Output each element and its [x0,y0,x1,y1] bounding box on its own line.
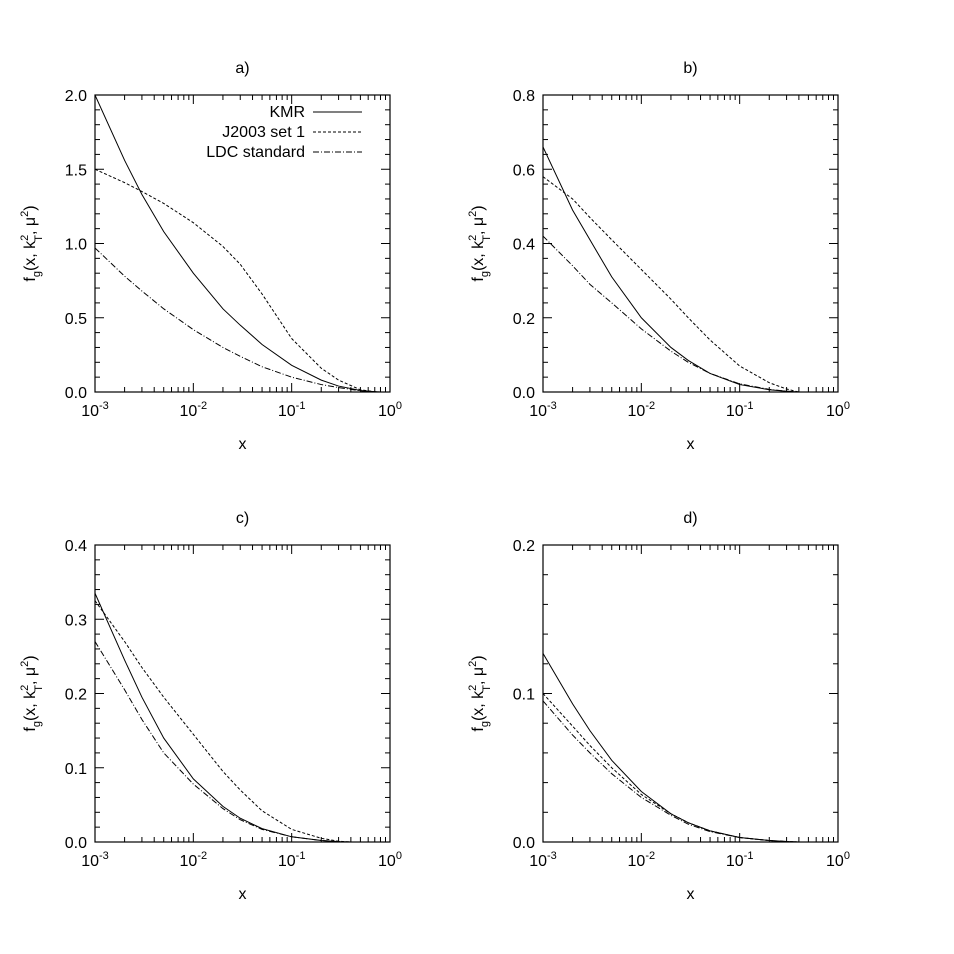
panel-title: a) [235,60,249,77]
y-tick-label: 0.4 [513,237,535,254]
x-tick-label: 10-2 [628,400,656,420]
panel-title: b) [683,60,697,77]
x-tick-label: 100 [826,400,850,420]
chart-panel-c: c) 0.0 0.1 0.2 0.3 0.4 10-3 10-2 10-1 100 x fg(x, k… [19,510,402,903]
x-tick-label: 10-1 [726,850,754,870]
x-tick-label: 10-1 [278,400,306,420]
plot-frame [542,94,839,393]
series-line-j2003-set-1 [95,600,351,842]
series-line-ldc-standard [95,247,381,392]
y-tick-label: 0.5 [65,311,87,328]
y-axis-label: fg(x, k2 T, μ2) [19,205,45,281]
series-line-kmr [95,593,351,842]
x-tick-label: 100 [378,850,402,870]
panel-title: c) [236,510,249,527]
series-line-ldc-standard [543,235,799,392]
x-tick-label: 10-2 [180,400,208,420]
series-line-j2003-set-1 [543,176,799,392]
panel-title: d) [683,510,697,527]
x-tick-label: 10-3 [81,400,109,420]
plot-frame [94,544,391,843]
chart-panel-a: a) 0.0 0.5 1.0 1.5 2.0 10-3 10-2 10-1 100 x fg(x, k… [19,60,402,453]
y-tick-label: 0.0 [65,835,87,852]
y-tick-label: 0.2 [513,538,535,555]
y-tick-label: 0.8 [513,88,535,105]
x-tick-label: 10-1 [726,400,754,420]
x-tick-label: 100 [826,850,850,870]
chart-panel-d: d) 0.0 0.1 0.2 10-3 10-2 10-1 100 x fg(x, k2 T, μ2… [467,510,850,903]
y-tick-label: 0.6 [513,162,535,179]
x-axis-label: x [239,886,247,903]
series-line-j2003-set-1 [543,693,799,842]
y-tick-label: 1.5 [65,162,87,179]
series-line-kmr [543,146,799,392]
y-tick-label: 0.4 [65,538,87,555]
y-tick-label: 0.0 [513,835,535,852]
x-axis-label: x [687,886,695,903]
x-tick-label: 100 [378,400,402,420]
y-tick-label: 0.2 [65,687,87,704]
x-tick-label: 10-3 [529,850,557,870]
x-tick-label: 10-2 [628,850,656,870]
y-axis-label: fg(x, k2 T, μ2) [19,655,45,731]
series-line-kmr [95,95,381,392]
series-line-ldc-standard [543,700,799,842]
legend-label: KMR [269,104,305,121]
y-axis-label: fg(x, k2 T, μ2) [467,655,493,731]
y-tick-label: 0.3 [65,612,87,629]
x-tick-label: 10-3 [81,850,109,870]
x-axis-label: x [687,436,695,453]
series-line-j2003-set-1 [95,168,381,392]
legend-label: J2003 set 1 [222,124,305,141]
y-tick-label: 0.0 [513,385,535,402]
x-tick-label: 10-1 [278,850,306,870]
y-tick-label: 0.2 [513,311,535,328]
y-tick-label: 0.0 [65,385,87,402]
x-tick-label: 10-3 [529,400,557,420]
series-line-ldc-standard [95,641,351,842]
x-axis-label: x [239,436,247,453]
chart-panel-b: b) 0.0 0.2 0.4 0.6 0.8 10-3 10-2 10-1 100 x fg(x, k… [467,60,850,453]
y-tick-label: 2.0 [65,88,87,105]
y-tick-label: 0.1 [65,761,87,778]
y-tick-label: 1.0 [65,237,87,254]
x-tick-label: 10-2 [180,850,208,870]
y-axis-label: fg(x, k2 T, μ2) [467,205,493,281]
y-tick-label: 0.1 [513,687,535,704]
plot-frame [542,544,839,843]
legend-label: LDC standard [206,144,305,161]
